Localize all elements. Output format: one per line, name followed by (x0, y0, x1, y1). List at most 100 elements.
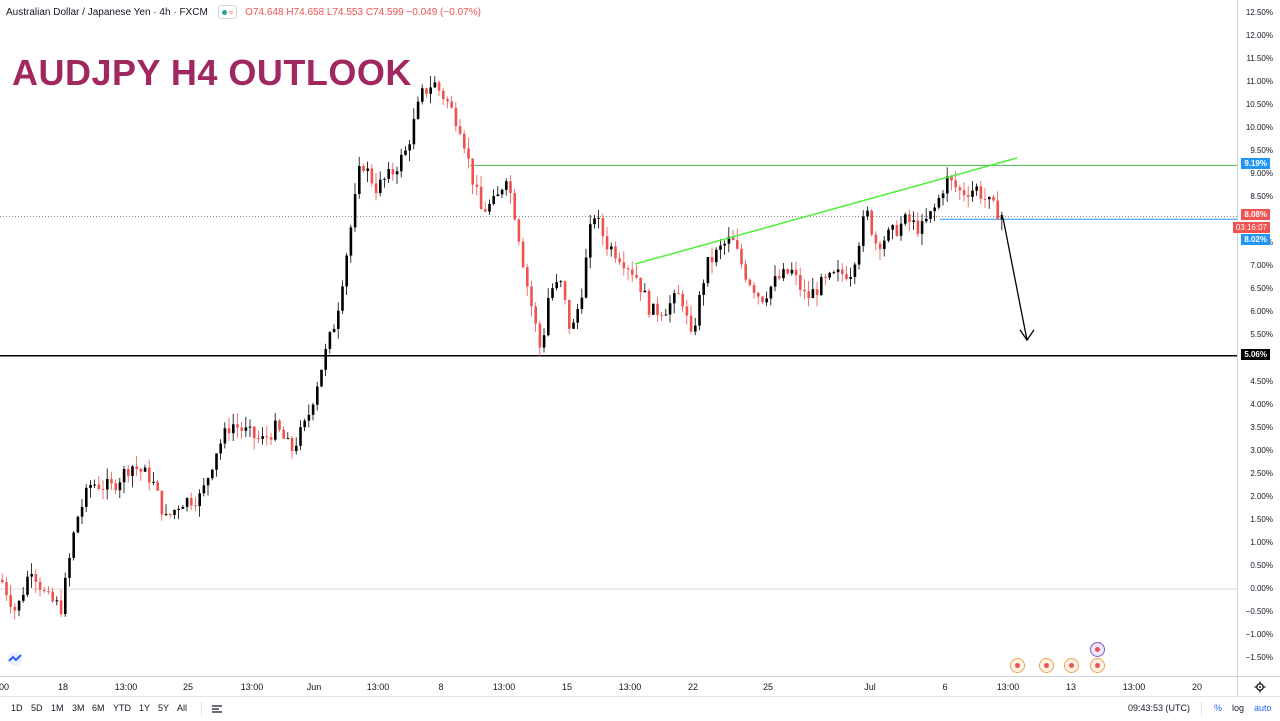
range-button-6m[interactable]: 6M (92, 703, 105, 713)
candle-body (26, 576, 29, 595)
candle-body (143, 467, 147, 472)
candle-body (950, 176, 953, 181)
candle-body (601, 217, 605, 237)
candle-body (38, 581, 42, 590)
event-icon-flag[interactable] (1090, 642, 1105, 657)
candle-body (148, 467, 151, 483)
price-axis[interactable]: 12.50% 12.00% 11.50% 11.00% 10.50% 10.00% 9.50… (1232, 0, 1280, 676)
wave-icon: ≈ (228, 7, 234, 17)
candle-body (862, 216, 865, 246)
candle-body (967, 195, 970, 197)
tradingview-logo-icon[interactable] (6, 652, 24, 666)
candle-body (828, 272, 831, 278)
candle-body (849, 277, 852, 279)
axis-settings-corner[interactable] (1237, 676, 1280, 697)
candle-body (64, 577, 67, 615)
gear-icon[interactable] (1254, 681, 1266, 693)
candle-body (555, 281, 558, 289)
candle-body (891, 225, 894, 230)
price-label: 11.50% (1246, 53, 1273, 63)
candle-body (122, 469, 126, 483)
candle-body (341, 286, 344, 311)
range-button-5y[interactable]: 5Y (158, 703, 170, 713)
candle-body (173, 509, 176, 516)
candle-body (206, 478, 210, 486)
candle-body (412, 118, 416, 145)
chart-headline: AUDJPY H4 OUTLOOK (12, 52, 412, 93)
candle-body (631, 269, 634, 275)
candle-body (752, 285, 756, 293)
candle-body (618, 258, 621, 263)
auto-scale-toggle[interactable]: auto (1254, 703, 1272, 713)
candle-body (832, 272, 836, 274)
candle-body (185, 498, 189, 507)
range-button-5d[interactable]: 5D (31, 703, 43, 713)
candle-body (580, 297, 584, 309)
candle-body (274, 420, 277, 440)
event-icon-earnings[interactable] (1039, 658, 1054, 673)
candle-body (677, 293, 680, 295)
time-label: 25 (182, 682, 194, 692)
time-label: 22 (687, 682, 699, 692)
time-label: Jun (306, 682, 322, 692)
candle-body (387, 169, 390, 179)
candle-body (824, 276, 827, 278)
candle-body (685, 306, 689, 316)
utc-clock[interactable]: 09:43:53 (UTC) (1128, 703, 1191, 713)
candle-body (278, 420, 281, 430)
candle-body (773, 276, 777, 287)
current-price-tag: 8.08% (1241, 209, 1270, 220)
projection-arrow[interactable] (1002, 217, 1028, 341)
log-scale-toggle[interactable]: log (1232, 703, 1245, 713)
price-label: −1.00% (1245, 630, 1273, 640)
candle-body (484, 209, 487, 212)
range-button-all[interactable]: All (177, 703, 188, 713)
candle-body (647, 290, 651, 315)
candle-body (593, 218, 596, 225)
percent-scale-toggle[interactable]: % (1214, 703, 1223, 713)
candle-body (807, 291, 810, 299)
time-axis[interactable]: 00 18 13:00 25 13:00 Jun 13:00 8 13:00 1… (0, 676, 1237, 697)
candle-body (232, 424, 235, 434)
candle-body (332, 328, 336, 333)
price-label: 4.00% (1250, 399, 1273, 409)
candle-body (929, 211, 932, 219)
go-to-date-icon[interactable] (211, 704, 223, 714)
candle-body (13, 606, 17, 611)
candle-body (219, 443, 222, 454)
price-label: 7.00% (1250, 261, 1273, 271)
candle-body (295, 445, 298, 452)
symbol-title[interactable]: Australian Dollar / Japanese Yen · 4h · … (6, 6, 208, 18)
candle-body (488, 203, 491, 212)
range-button-3m[interactable]: 3M (72, 703, 85, 713)
candle-body (202, 485, 206, 494)
candle-body (169, 513, 172, 516)
time-label: 13:00 (492, 682, 516, 692)
event-icon-news[interactable] (1064, 658, 1079, 673)
candle-body (328, 332, 332, 349)
range-button-1d[interactable]: 1D (11, 703, 23, 713)
market-status-toggle[interactable]: ≈ (217, 5, 238, 19)
candle-body (719, 245, 722, 250)
candle-body (59, 600, 63, 615)
candle-body (681, 293, 684, 307)
rising-trendline[interactable] (634, 157, 1018, 265)
range-button-ytd[interactable]: YTD (113, 703, 131, 713)
event-icon-calendar[interactable] (1090, 658, 1105, 673)
candle-body (5, 582, 8, 596)
range-button-1m[interactable]: 1M (51, 703, 64, 713)
event-icon-dividend[interactable] (1010, 658, 1025, 673)
time-label: 13:00 (618, 682, 642, 692)
candle-body (353, 194, 357, 228)
candle-body (584, 257, 588, 298)
candle-body (257, 438, 260, 440)
chart-area[interactable]: Australian Dollar / Japanese Yen · 4h · … (0, 0, 1237, 676)
candle-body (30, 574, 33, 577)
candle-body (374, 183, 378, 194)
range-button-1y[interactable]: 1Y (139, 703, 151, 713)
candle-body (698, 294, 701, 326)
chart-canvas[interactable] (0, 0, 1237, 676)
candle-body (496, 194, 500, 197)
candle-body (244, 427, 248, 431)
candle-body (790, 269, 794, 274)
